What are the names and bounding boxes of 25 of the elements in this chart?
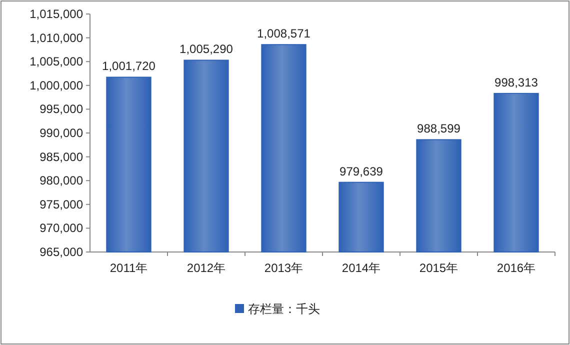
y-tick-label: 1,010,000 bbox=[30, 30, 84, 45]
y-tick-label: 1,015,000 bbox=[30, 7, 84, 21]
y-tick-label: 990,000 bbox=[40, 126, 84, 140]
y-tick-label: 980,000 bbox=[40, 174, 84, 188]
y-tick-label: 965,000 bbox=[40, 245, 84, 259]
x-tick-label: 2016年 bbox=[496, 261, 536, 275]
x-tick-label: 2012年 bbox=[186, 261, 226, 275]
x-tick-label: 2015年 bbox=[419, 261, 458, 275]
y-tick-label: 1,000,000 bbox=[30, 78, 84, 92]
y-tick-label: 970,000 bbox=[40, 221, 84, 236]
x-tick-label: 2013年 bbox=[264, 261, 304, 275]
data-label: 988,599 bbox=[417, 122, 461, 136]
legend: 存栏量：千头 bbox=[235, 302, 320, 316]
y-tick-label: 975,000 bbox=[40, 197, 84, 212]
y-tick-label: 1,005,000 bbox=[30, 54, 84, 69]
data-label: 1,005,290 bbox=[180, 42, 234, 56]
x-tick-label: 2011年 bbox=[110, 261, 148, 275]
x-tick-label: 2014年 bbox=[342, 261, 381, 275]
data-label: 1,008,571 bbox=[257, 26, 311, 41]
data-label: 998,313 bbox=[494, 75, 538, 90]
y-tick-label: 985,000 bbox=[40, 150, 84, 164]
data-label: 979,639 bbox=[340, 164, 384, 178]
data-label: 1,001,720 bbox=[102, 59, 156, 74]
legend-label: 存栏量：千头 bbox=[248, 302, 320, 316]
y-tick-label: 995,000 bbox=[40, 102, 84, 116]
